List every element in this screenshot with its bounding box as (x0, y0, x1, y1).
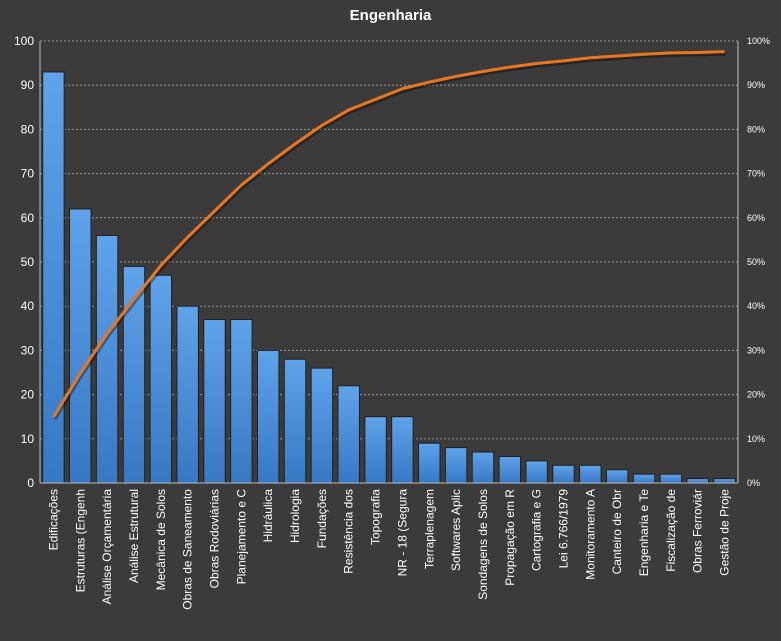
bar (659, 473, 683, 484)
labels-layer: 0 10 20 30 40 50 60 70 80 90 100 0% 10% 20% 30% 40% 50% 6… (14, 34, 770, 610)
bar (310, 367, 334, 484)
x-category-label: Fundações (315, 489, 329, 548)
y-tick-label: 60 (21, 211, 35, 225)
y-tick-label: 40 (21, 299, 35, 313)
y2-tick-label: 60% (747, 213, 765, 223)
y-tick-label: 30 (21, 343, 35, 357)
y2-tick-label: 0% (747, 478, 760, 488)
bar (42, 71, 65, 484)
x-category-label: Canteiro de Obr (610, 489, 624, 574)
bar (552, 464, 575, 484)
x-category-label: Lei 6.766/1979 (557, 489, 571, 569)
x-category-label: Obras de Saneamento (181, 489, 195, 610)
bar (283, 358, 307, 484)
y-tick-label: 20 (21, 388, 35, 402)
y-tick-label: 90 (21, 78, 35, 92)
bar (525, 460, 548, 484)
y-tick-label: 10 (21, 432, 35, 446)
y2-tick-label: 30% (747, 345, 765, 355)
chart-title: Engenharia (349, 7, 432, 24)
cumulative-line-shadow (52, 51, 726, 421)
bar (632, 473, 656, 484)
x-category-label: Terraplenagem (422, 489, 436, 569)
x-category-label: Mecânica de Solos (154, 489, 168, 590)
bar (605, 469, 629, 484)
y2-tick-label: 40% (747, 301, 765, 311)
x-category-label: Resistência dos (342, 489, 356, 574)
y2-tick-label: 70% (747, 169, 765, 179)
cumulative-percent-line (52, 50, 725, 418)
x-category-label: Obras Ferroviár (691, 489, 705, 573)
bar (444, 447, 468, 484)
x-category-label: Hidráulica (261, 489, 275, 543)
bar (364, 416, 387, 484)
axes-layer (39, 41, 739, 484)
y-tick-label: 70 (21, 167, 35, 181)
x-category-label: Obras Rodoviárias (208, 489, 222, 588)
bar (230, 318, 253, 484)
x-category-label: Hidrologia (288, 489, 302, 543)
bar (418, 442, 441, 484)
y2-tick-label: 90% (747, 80, 765, 90)
bar (95, 234, 119, 484)
bar (579, 464, 602, 484)
y-tick-label: 50 (21, 255, 35, 269)
y2-tick-label: 100% (747, 36, 770, 46)
bar (498, 455, 522, 484)
cumulative-line-layer (52, 50, 726, 421)
x-category-label: Topografia (369, 489, 383, 545)
x-category-label: Análise Estrutural (127, 489, 141, 583)
x-category-label: Propagação em R (503, 489, 517, 586)
y-tick-label: 0 (27, 476, 34, 490)
x-category-label: Engenharia e Te (637, 489, 651, 577)
bar (337, 385, 360, 484)
x-category-label: NR - 18 (Segura (395, 489, 409, 577)
x-category-label: Cartografia e G (530, 489, 544, 571)
y2-tick-label: 20% (747, 390, 765, 400)
bar (713, 478, 736, 484)
x-category-label: Monitoramento A (583, 489, 597, 580)
x-category-label: Análise Orçamentária (100, 489, 114, 605)
y-tick-label: 80 (21, 122, 35, 136)
bar (686, 478, 709, 484)
bars-layer (42, 71, 736, 484)
bar (149, 274, 173, 484)
x-category-label: Planejamento e C (234, 489, 248, 585)
bar (176, 305, 199, 484)
grid-layer (40, 40, 738, 440)
y-tick-label: 100 (14, 34, 34, 48)
bar (256, 349, 280, 484)
x-category-label: Softwares Aplic (449, 489, 463, 571)
x-category-label: Estruturas (Engenh (73, 489, 87, 592)
bar (391, 416, 414, 484)
bar (69, 208, 92, 484)
y2-tick-label: 10% (747, 434, 765, 444)
y2-tick-label: 80% (747, 124, 765, 134)
x-category-label: Fiscalização de (664, 489, 678, 572)
bar (471, 451, 495, 484)
x-category-label: Gestão de Proje (718, 489, 732, 576)
bar (203, 318, 226, 484)
x-category-label: Sondagens de Solos (476, 489, 490, 600)
x-category-label: Edificações (46, 489, 60, 550)
y2-tick-label: 50% (747, 257, 765, 267)
